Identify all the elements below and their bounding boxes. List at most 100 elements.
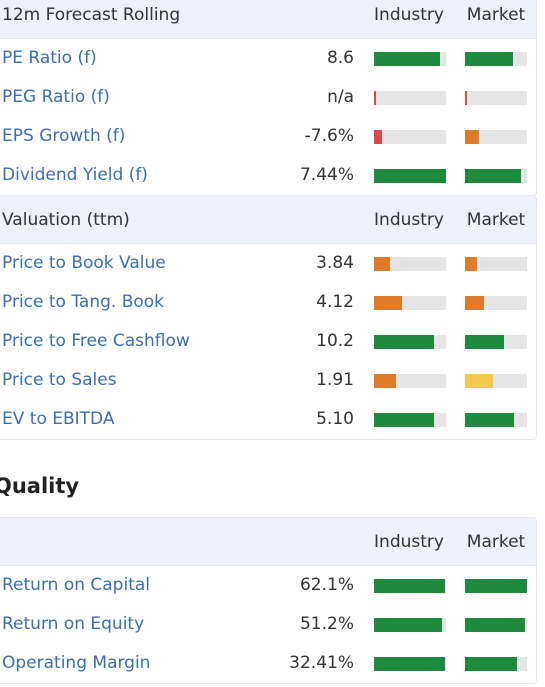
market-rank-bar: [465, 296, 527, 310]
metric-row: EV to EBITDA 5.10: [0, 400, 536, 439]
forecast-header: 12m Forecast Rolling Industry Market: [0, 0, 536, 39]
quality-rows: Return on Capital 62.1% Return on Equity 51…: [0, 566, 536, 683]
forecast-rows: PE Ratio (f) 8.6 PEG Ratio (f) n/a EPS Growt…: [0, 39, 536, 195]
metric-row: EPS Growth (f) -7.6%: [0, 117, 536, 156]
metric-value: n/a: [327, 87, 354, 107]
industry-column-header: Industry: [374, 532, 444, 552]
metric-link[interactable]: EV to EBITDA: [2, 409, 115, 429]
metric-link[interactable]: Price to Sales: [2, 370, 117, 390]
market-rank-bar: [465, 618, 527, 632]
market-rank-fill: [465, 657, 518, 671]
industry-rank-bar: [374, 618, 446, 632]
metric-row: Return on Equity 51.2%: [0, 605, 536, 644]
market-rank-bar: [465, 257, 527, 271]
metric-link[interactable]: Price to Book Value: [2, 253, 166, 273]
metric-value: 8.6: [326, 48, 354, 68]
industry-rank-fill: [374, 52, 441, 66]
metric-row: Price to Sales 1.91: [0, 361, 536, 400]
industry-rank-fill: [374, 130, 382, 144]
metric-link[interactable]: Return on Equity: [2, 614, 145, 634]
market-rank-bar: [465, 91, 527, 105]
industry-rank-bar: [374, 91, 446, 105]
market-rank-fill: [465, 579, 527, 593]
industry-rank-fill: [374, 296, 403, 310]
metric-row: PE Ratio (f) 8.6: [0, 39, 536, 78]
industry-rank-bar: [374, 335, 446, 349]
metric-link[interactable]: PEG Ratio (f): [2, 87, 110, 107]
metric-link[interactable]: Operating Margin: [2, 653, 151, 673]
industry-rank-bar: [374, 657, 446, 671]
metric-link[interactable]: Price to Free Cashflow: [2, 331, 190, 351]
market-column-header: Market: [466, 5, 526, 25]
metric-row: Operating Margin 32.41%: [0, 644, 536, 683]
metric-link[interactable]: Dividend Yield (f): [2, 165, 148, 185]
market-rank-fill: [465, 374, 493, 388]
market-rank-bar: [465, 413, 527, 427]
metric-link[interactable]: EPS Growth (f): [2, 126, 126, 146]
metric-value: 10.2: [316, 331, 354, 351]
industry-rank-fill: [374, 657, 445, 671]
industry-rank-bar: [374, 374, 446, 388]
industry-rank-bar: [374, 413, 446, 427]
market-rank-fill: [465, 52, 513, 66]
industry-rank-fill: [374, 91, 377, 105]
forecast-panel: 12m Forecast Rolling Industry Market PE …: [0, 0, 537, 196]
valuation-title: Valuation (ttm): [2, 210, 130, 230]
market-rank-fill: [465, 413, 514, 427]
valuation-panel: Valuation (ttm) Industry Market Price to…: [0, 195, 537, 440]
industry-rank-fill: [374, 335, 434, 349]
metric-value: 4.12: [316, 292, 354, 312]
market-rank-bar: [465, 169, 527, 183]
forecast-title: 12m Forecast Rolling: [2, 5, 181, 25]
metric-link[interactable]: PE Ratio (f): [2, 48, 97, 68]
industry-rank-fill: [374, 169, 446, 183]
industry-column-header: Industry: [374, 210, 444, 230]
quality-heading: Quality: [0, 474, 80, 498]
industry-rank-fill: [374, 618, 443, 632]
metric-link[interactable]: Return on Capital: [2, 575, 151, 595]
market-rank-bar: [465, 657, 527, 671]
industry-rank-fill: [374, 374, 397, 388]
metric-value: 51.2%: [299, 614, 354, 634]
metric-row: PEG Ratio (f) n/a: [0, 78, 536, 117]
metric-link[interactable]: Price to Tang. Book: [2, 292, 165, 312]
metric-value: 32.41%: [289, 653, 354, 673]
market-rank-bar: [465, 374, 527, 388]
market-rank-fill: [465, 257, 478, 271]
industry-rank-bar: [374, 130, 446, 144]
industry-column-header: Industry: [374, 5, 444, 25]
industry-rank-bar: [374, 169, 446, 183]
valuation-header: Valuation (ttm) Industry Market: [0, 196, 536, 244]
metric-value: -7.6%: [304, 126, 354, 146]
market-column-header: Market: [466, 532, 526, 552]
metric-row: Return on Capital 62.1%: [0, 566, 536, 605]
industry-rank-bar: [374, 296, 446, 310]
market-rank-bar: [465, 130, 527, 144]
industry-rank-fill: [374, 413, 435, 427]
industry-rank-bar: [374, 579, 446, 593]
metric-row: Price to Book Value 3.84: [0, 244, 536, 283]
market-rank-fill: [465, 130, 479, 144]
industry-rank-fill: [374, 257, 390, 271]
metric-row: Price to Tang. Book 4.12: [0, 283, 536, 322]
metric-value: 3.84: [316, 253, 354, 273]
market-rank-bar: [465, 335, 527, 349]
market-column-header: Market: [466, 210, 526, 230]
metric-value: 7.44%: [299, 165, 354, 185]
industry-rank-bar: [374, 257, 446, 271]
metric-row: Dividend Yield (f) 7.44%: [0, 156, 536, 195]
market-rank-fill: [465, 618, 526, 632]
industry-rank-bar: [374, 52, 446, 66]
market-rank-bar: [465, 52, 527, 66]
market-rank-fill: [465, 169, 521, 183]
market-rank-fill: [465, 296, 485, 310]
market-rank-fill: [465, 335, 505, 349]
valuation-rows: Price to Book Value 3.84 Price to Tang. Bo…: [0, 244, 536, 439]
metric-value: 1.91: [316, 370, 354, 390]
quality-header: Industry Market: [0, 518, 536, 566]
market-rank-fill: [465, 91, 467, 105]
quality-panel: Industry Market Return on Capital 62.1% Re…: [0, 517, 537, 684]
metric-row: Price to Free Cashflow 10.2: [0, 322, 536, 361]
metric-value: 62.1%: [299, 575, 354, 595]
market-rank-bar: [465, 579, 527, 593]
